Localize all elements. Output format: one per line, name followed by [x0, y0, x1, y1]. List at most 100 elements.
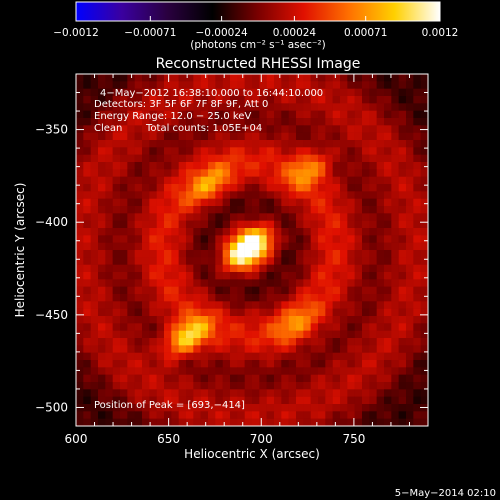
heatmap-cell: [354, 154, 363, 163]
heatmap-cell: [156, 213, 165, 221]
heatmap-cell: [310, 301, 319, 309]
heatmap-cell: [325, 374, 333, 383]
heatmap-cell: [369, 125, 377, 133]
heatmap-cell: [105, 301, 113, 309]
heatmap-cell: [340, 162, 348, 170]
heatmap-cell: [310, 125, 319, 133]
heatmap-cell: [413, 308, 421, 317]
heatmap-cell: [76, 140, 84, 148]
heatmap-cell: [376, 330, 385, 339]
heatmap-cell: [127, 352, 135, 361]
heatmap-cell: [215, 96, 223, 104]
heatmap-cell: [310, 264, 319, 273]
heatmap-cell: [90, 125, 99, 133]
heatmap-cell: [230, 308, 238, 317]
heatmap-cell: [222, 103, 231, 111]
heatmap-cell: [134, 132, 143, 141]
heatmap-cell: [134, 74, 143, 82]
heatmap-cell: [237, 110, 245, 119]
heatmap-cell: [376, 396, 385, 405]
heatmap-cell: [83, 206, 91, 214]
heatmap-cell: [186, 242, 194, 251]
heatmap-cell: [340, 308, 348, 317]
heatmap-cell: [384, 81, 392, 89]
heatmap-cell: [332, 404, 341, 412]
heatmap-cell: [413, 250, 421, 258]
heatmap-cell: [178, 418, 187, 427]
heatmap-cell: [347, 242, 355, 251]
heatmap-cell: [325, 74, 333, 82]
heatmap-cell: [398, 301, 407, 309]
heatmap-cell: [325, 396, 333, 405]
heatmap-cell: [215, 235, 223, 243]
heatmap-cell: [193, 154, 201, 163]
heatmap-cell: [332, 118, 341, 126]
heatmap-cell: [340, 352, 348, 361]
heatmap-cell: [156, 272, 165, 280]
heatmap-cell: [193, 257, 201, 265]
heatmap-cell: [156, 367, 165, 375]
heatmap-cell: [288, 404, 297, 412]
heatmap-cell: [244, 184, 253, 192]
heatmap-cell: [420, 176, 429, 185]
heatmap-cell: [76, 250, 84, 258]
heatmap-cell: [420, 279, 429, 287]
heatmap-cell: [171, 264, 179, 273]
heatmap-cell: [318, 352, 326, 361]
heatmap-cell: [332, 360, 341, 368]
heatmap-cell: [171, 184, 179, 192]
heatmap-cell: [325, 147, 333, 155]
heatmap-cell: [318, 396, 326, 405]
heatmap-cell: [318, 411, 326, 419]
heatmap-cell: [274, 198, 282, 207]
heatmap-cell: [413, 264, 421, 273]
heatmap-cell: [200, 132, 209, 141]
heatmap-cell: [406, 162, 414, 170]
heatmap-cell: [156, 374, 165, 383]
heatmap-cell: [142, 404, 150, 412]
heatmap-cell: [164, 286, 172, 295]
heatmap-cell: [149, 338, 157, 346]
heatmap-cell: [142, 81, 150, 89]
heatmap-cell: [244, 286, 253, 295]
heatmap-cell: [134, 169, 143, 177]
heatmap-cell: [296, 301, 304, 309]
heatmap-cell: [120, 154, 128, 163]
heatmap-cell: [237, 81, 245, 89]
heatmap-cell: [376, 279, 385, 287]
heatmap-cell: [340, 191, 348, 199]
heatmap-cell: [200, 272, 209, 280]
heatmap-cell: [215, 206, 223, 214]
heatmap-cell: [127, 147, 135, 155]
heatmap-cell: [252, 389, 260, 397]
heatmap-cell: [266, 220, 275, 229]
heatmap-cell: [332, 88, 341, 97]
heatmap-cell: [259, 140, 267, 148]
heatmap-cell: [112, 272, 121, 280]
heatmap-cell: [252, 301, 260, 309]
heatmap-cell: [83, 176, 91, 185]
heatmap-cell: [222, 352, 231, 361]
heatmap-cell: [200, 257, 209, 265]
heatmap-cell: [186, 257, 194, 265]
heatmap-cell: [369, 360, 377, 368]
heatmap-cell: [354, 374, 363, 383]
heatmap-cell: [274, 96, 282, 104]
heatmap-cell: [413, 396, 421, 405]
heatmap-cell: [222, 396, 231, 405]
heatmap-cell: [120, 257, 128, 265]
heatmap-cell: [208, 206, 216, 214]
heatmap-cell: [413, 323, 421, 331]
heatmap-cell: [406, 132, 414, 141]
heatmap-cell: [186, 279, 194, 287]
heatmap-cell: [90, 250, 99, 258]
heatmap-cell: [178, 301, 187, 309]
heatmap-cell: [127, 242, 135, 251]
heatmap-cell: [164, 162, 172, 170]
heatmap-cell: [134, 352, 143, 361]
heatmap-cell: [164, 228, 172, 236]
heatmap-cell: [340, 418, 348, 427]
heatmap-cell: [149, 191, 157, 199]
heatmap-cell: [171, 301, 179, 309]
heatmap-cell: [171, 389, 179, 397]
